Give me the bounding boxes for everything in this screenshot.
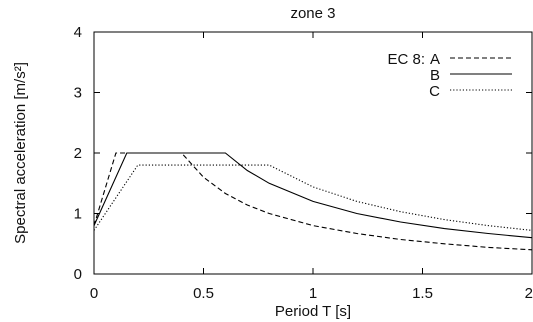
x-tick-label: 0 bbox=[90, 285, 98, 302]
series-layer bbox=[93, 152, 533, 251]
x-tick-label: 1 bbox=[309, 285, 317, 302]
legend: EC 8: ABC bbox=[387, 51, 512, 100]
legend-entry-c: C bbox=[429, 83, 440, 100]
y-tick-label: 2 bbox=[74, 145, 82, 162]
x-tick-label: 0.5 bbox=[193, 285, 214, 302]
x-axis-label: Period T [s] bbox=[275, 303, 351, 320]
y-tick-label: 4 bbox=[74, 24, 82, 41]
series-line-b bbox=[93, 152, 533, 239]
legend-prefix: EC 8: bbox=[387, 51, 425, 68]
series-line-a bbox=[93, 152, 533, 251]
y-tick-label: 3 bbox=[74, 85, 82, 102]
x-axis: 0 0.5 1 1.5 2 bbox=[90, 32, 533, 302]
legend-entry-b: B bbox=[430, 67, 440, 84]
legend-entry-a: A bbox=[430, 51, 440, 68]
x-tick-label: 1.5 bbox=[412, 285, 433, 302]
y-tick-label: 0 bbox=[74, 266, 82, 283]
y-axis: 0 1 2 3 4 bbox=[74, 24, 532, 283]
y-tick-label: 1 bbox=[74, 206, 82, 223]
chart-title: zone 3 bbox=[290, 5, 335, 22]
series-line-c bbox=[93, 164, 533, 231]
x-tick-label: 2 bbox=[525, 285, 533, 302]
y-axis-label: Spectral acceleration [m/s²] bbox=[12, 62, 29, 244]
